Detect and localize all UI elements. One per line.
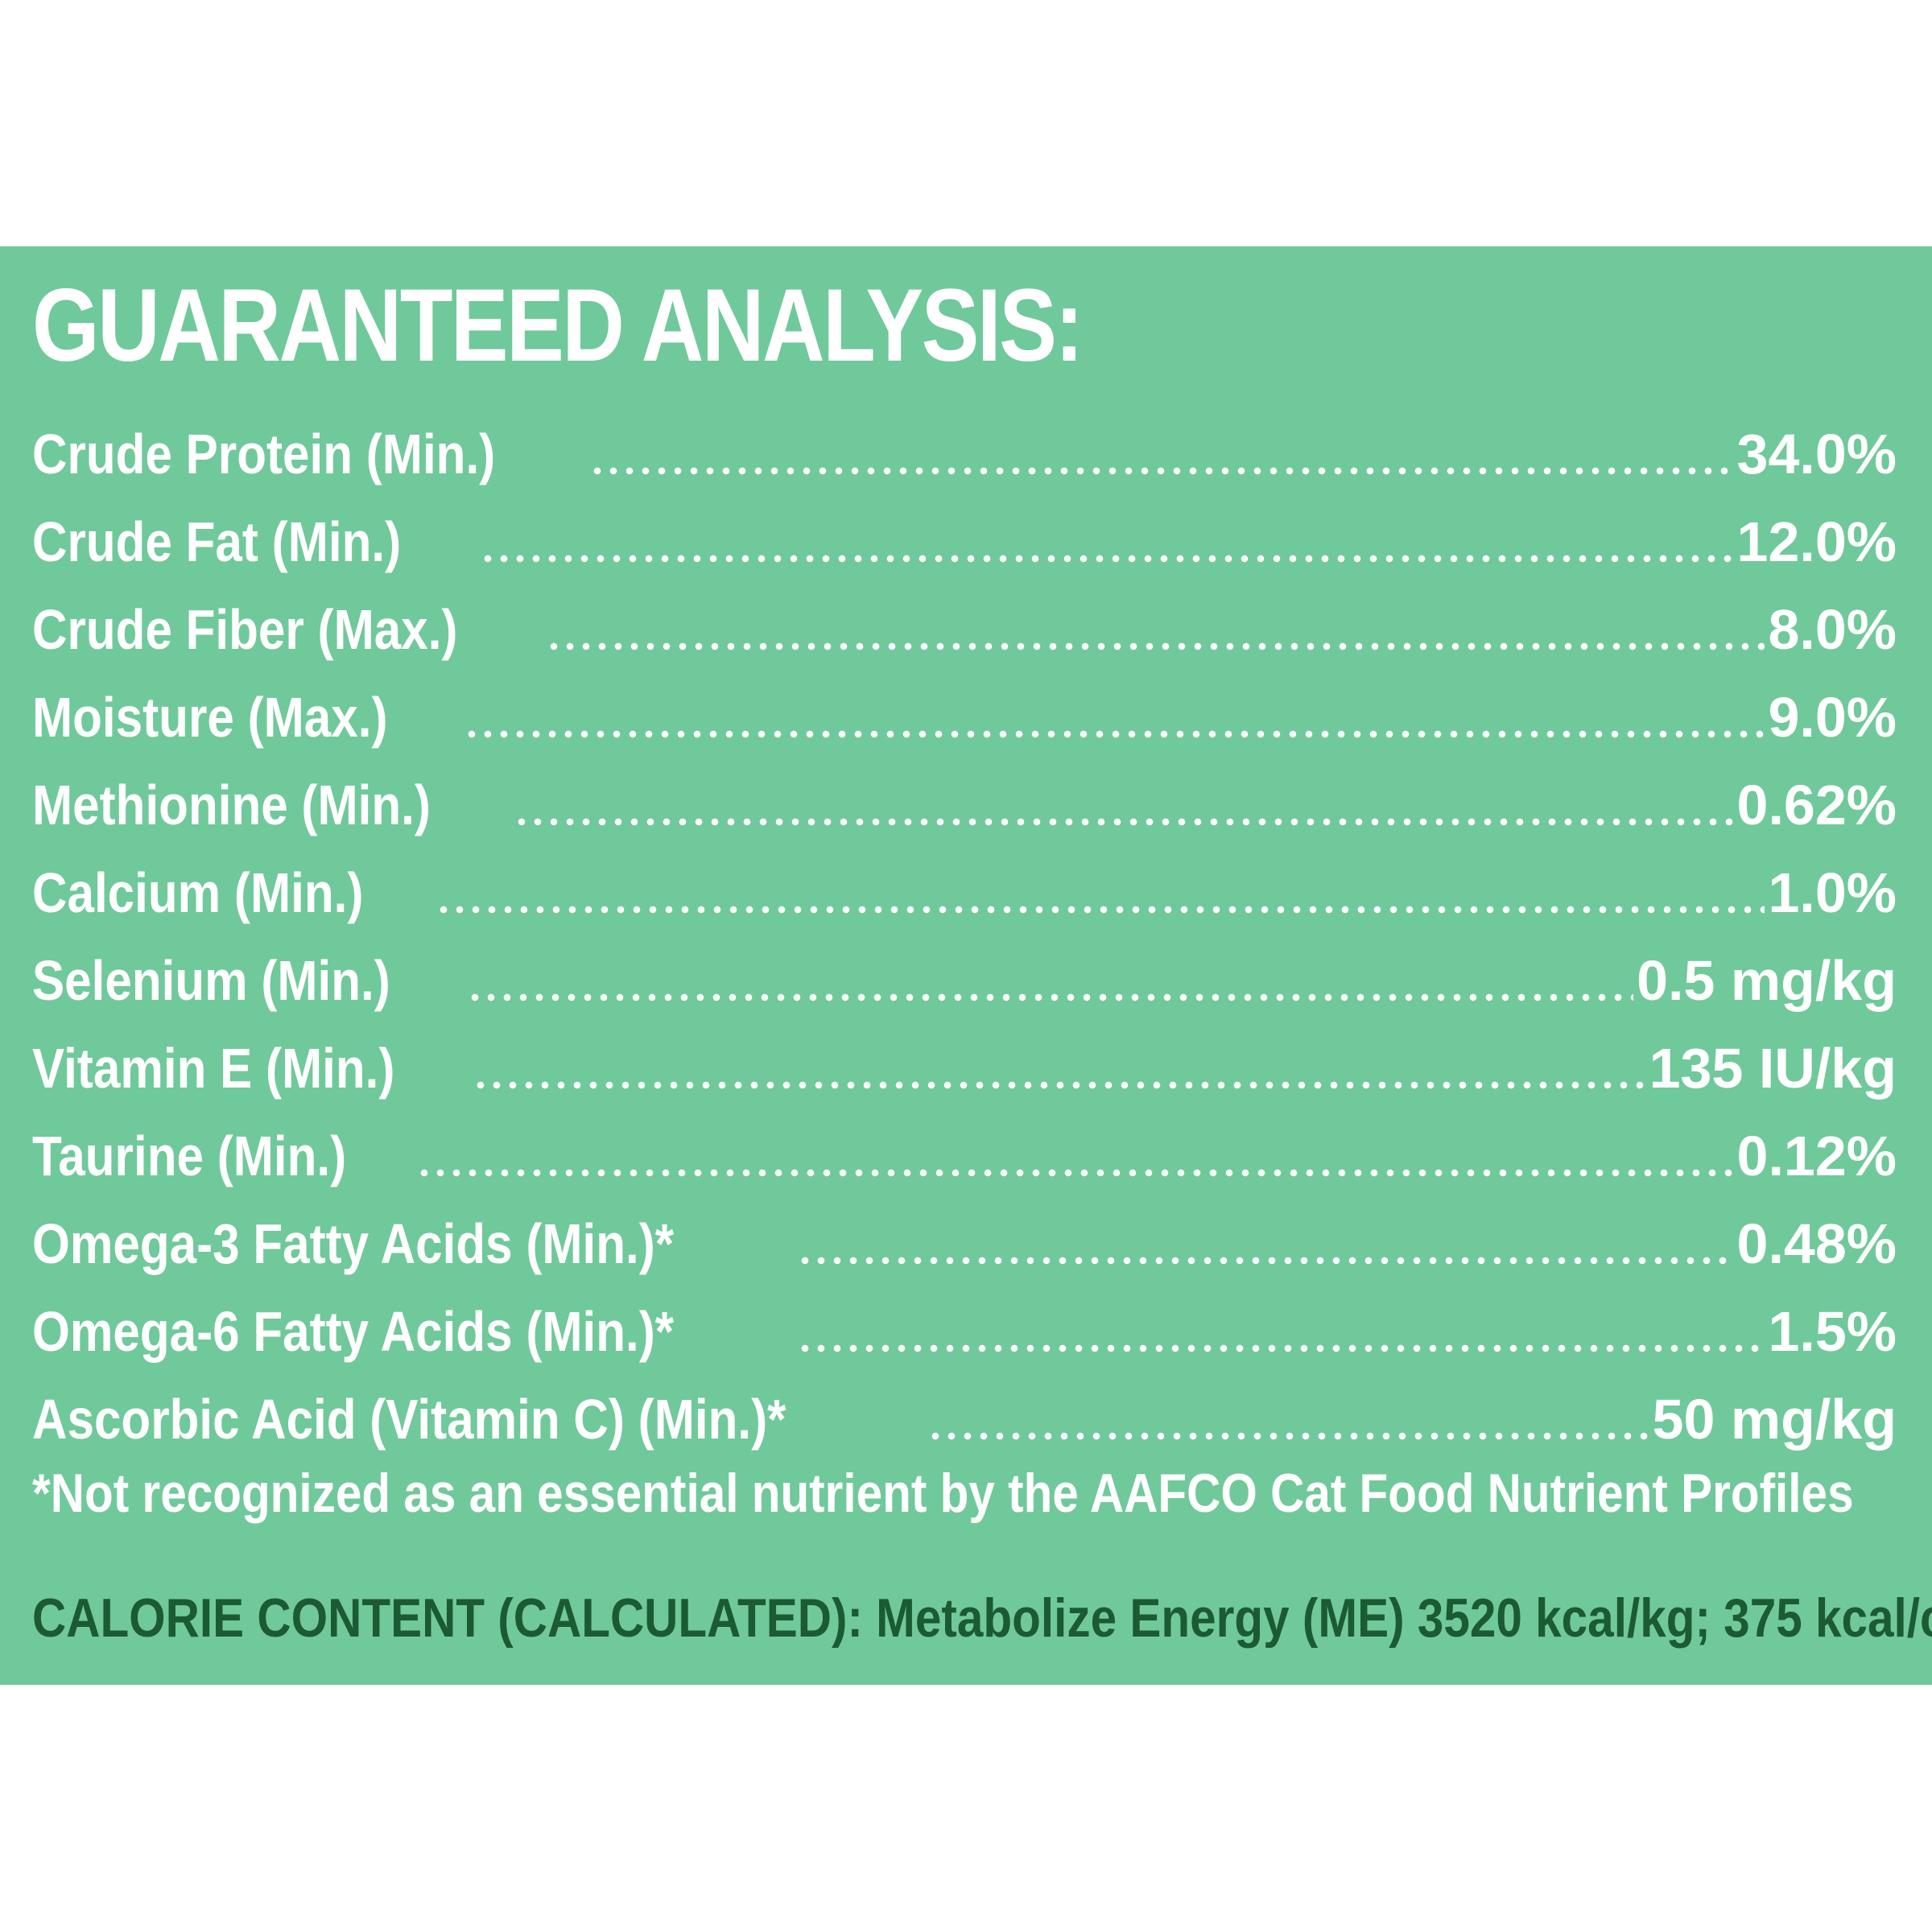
dot-leader (927, 1431, 1649, 1440)
dot-leader (514, 817, 1734, 826)
nutrient-label: Moisture (Max.) (32, 686, 388, 749)
nutrient-label: Taurine (Min.) (32, 1125, 347, 1187)
nutrient-label: Methionine (Min.) (32, 774, 431, 836)
nutrient-label: Ascorbic Acid (Vitamin C) (Min.)* (32, 1388, 786, 1451)
nutrient-row-taurine: Taurine (Min.) 0.12% (32, 1113, 1897, 1200)
nutrient-label: Calcium (Min.) (32, 861, 364, 924)
nutrient-label: Crude Fiber (Max.) (32, 598, 458, 661)
nutrient-value: 8.0% (1768, 598, 1897, 661)
nutrient-label: Selenium (Min.) (32, 949, 390, 1012)
dot-leader (797, 1256, 1734, 1265)
nutrient-row-omega-6: Omega-6 Fatty Acids (Min.)* 1.5% (32, 1288, 1897, 1376)
dot-leader (464, 729, 1765, 738)
dot-leader (472, 1080, 1646, 1089)
nutrient-row-crude-fat: Crude Fat (Min.) 12.0% (32, 498, 1897, 586)
nutrient-row-calcium: Calcium (Min.) 1.0% (32, 849, 1897, 937)
guaranteed-analysis-panel (0, 246, 1932, 1685)
nutrient-value: 9.0% (1768, 686, 1897, 749)
dot-leader (415, 1168, 1734, 1177)
nutrient-value: 0.5 mg/kg (1637, 949, 1897, 1012)
nutrient-value: 135 IU/kg (1649, 1037, 1897, 1100)
nutrient-value: 0.48% (1736, 1212, 1897, 1275)
dot-leader (545, 642, 1765, 650)
nutrient-label: Omega-6 Fatty Acids (Min.)* (32, 1300, 675, 1363)
nutrient-label: Crude Protein (Min.) (32, 423, 496, 485)
nutrient-value: 0.12% (1736, 1125, 1897, 1187)
nutrient-value: 1.5% (1768, 1300, 1897, 1363)
nutrient-value: 12.0% (1736, 510, 1897, 573)
aafco-footnote: *Not recognized as an essential nutrient… (32, 1463, 1854, 1524)
calorie-content: CALORIE CONTENT (CALCULATED): Metabolize… (32, 1587, 1932, 1649)
nutrient-row-ascorbic-acid: Ascorbic Acid (Vitamin C) (Min.)* 50 mg/… (32, 1376, 1897, 1463)
dot-leader (588, 466, 1734, 475)
nutrient-value: 50 mg/kg (1652, 1388, 1897, 1451)
nutrient-row-moisture: Moisture (Max.) 9.0% (32, 674, 1897, 762)
nutrient-value: 34.0% (1736, 423, 1897, 485)
nutrient-row-omega-3: Omega-3 Fatty Acids (Min.)* 0.48% (32, 1200, 1897, 1288)
dot-leader (479, 554, 1734, 563)
dot-leader (797, 1344, 1765, 1352)
nutrient-value: 1.0% (1768, 861, 1897, 924)
nutrient-row-methionine: Methionine (Min.) 0.62% (32, 762, 1897, 849)
nutrient-row-selenium: Selenium (Min.) 0.5 mg/kg (32, 937, 1897, 1025)
nutrient-label: Omega-3 Fatty Acids (Min.)* (32, 1212, 675, 1275)
dot-leader (436, 905, 1765, 914)
nutrient-value: 0.62% (1736, 774, 1897, 836)
nutrient-label: Vitamin E (Min.) (32, 1037, 395, 1100)
nutrient-row-crude-fiber: Crude Fiber (Max.) 8.0% (32, 586, 1897, 674)
panel-title: GUARANTEED ANALYSIS: (32, 268, 1084, 383)
nutrient-label: Crude Fat (Min.) (32, 510, 402, 573)
nutrient-row-vitamin-e: Vitamin E (Min.) 135 IU/kg (32, 1025, 1897, 1113)
dot-leader (467, 993, 1634, 1001)
nutrient-row-crude-protein: Crude Protein (Min.) 34.0% (32, 411, 1897, 498)
nutrient-list: Crude Protein (Min.) 34.0% Crude Fat (Mi… (32, 411, 1897, 1463)
